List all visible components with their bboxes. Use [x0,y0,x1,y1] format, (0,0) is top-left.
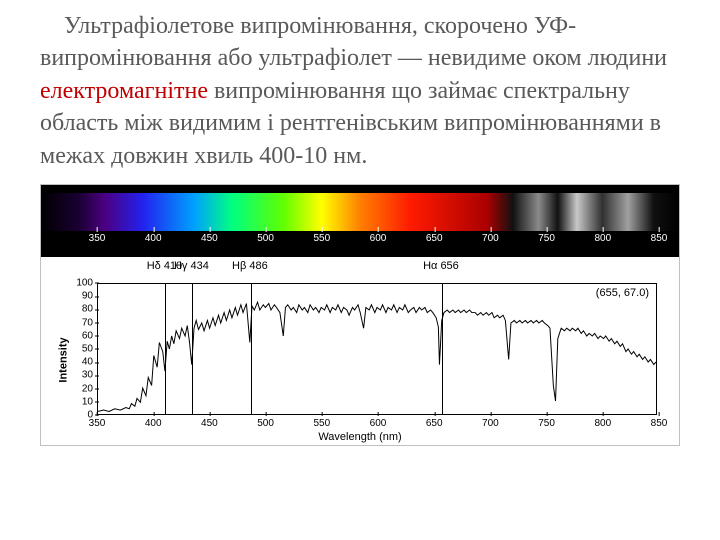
y-tick: 100 [69,277,93,288]
y-tick: 40 [69,357,93,368]
x-tick: 600 [370,418,387,429]
spectrum-tick: 650 [426,233,443,244]
absorption-line [442,284,443,414]
absorption-line [251,284,252,414]
intensity-plot: Intensity Wavelength (nm) (655, 67.0) 01… [41,275,679,445]
hydrogen-label: Hβ 486 [232,260,268,272]
spectrum-tick: 800 [594,233,611,244]
y-tick: 50 [69,343,93,354]
x-axis-label: Wavelength (nm) [318,431,401,443]
spectrum-figure: 350400450500550600650700750800850 Hδ 410… [40,184,680,446]
spectrum-panel: 350 400 450 500 550 600 650 700 750 800 850 [41,185,679,257]
intensity-series [98,302,656,411]
x-tick: 850 [651,418,668,429]
x-tick: 400 [145,418,162,429]
x-tick: 500 [257,418,274,429]
y-tick: 70 [69,317,93,328]
spectrum-tick: 450 [201,233,218,244]
y-tick: 30 [69,370,93,381]
spectrum-tick: 750 [538,233,555,244]
spectrum-tick: 850 [651,233,668,244]
para-part-a: Ультрафіолетове випромінювання, скорочен… [40,13,667,71]
hydrogen-labels-row: Hδ 410Hγ 434Hβ 486Hα 656 [41,257,679,275]
absorption-line [165,284,166,414]
x-tick: 550 [313,418,330,429]
link-electromagnetic[interactable]: електромагнітне [40,78,214,104]
y-axis-label: Intensity [58,337,70,382]
spectrum-axis: 350 400 450 500 550 600 650 700 750 800 850 [41,233,679,253]
y-tick: 60 [69,330,93,341]
y-tick: 20 [69,383,93,394]
plot-frame [97,283,657,415]
spectrum-tick: 550 [313,233,330,244]
body-paragraph: Ультрафіолетове випромінювання, скорочен… [40,10,680,172]
spectrum-tick: 500 [257,233,274,244]
y-tick: 10 [69,396,93,407]
y-tick: 90 [69,291,93,302]
x-tick: 650 [426,418,443,429]
hydrogen-label: Hα 656 [423,260,459,272]
spectrum-tick: 400 [145,233,162,244]
spectrum-tick: 700 [482,233,499,244]
spectrum-gradient [41,193,679,231]
y-tick: 80 [69,304,93,315]
spectrum-tick: 350 [89,233,106,244]
x-tick: 800 [594,418,611,429]
intensity-line-chart [98,284,656,414]
hydrogen-label: Hγ 434 [174,260,209,272]
x-tick: 750 [538,418,555,429]
x-tick: 700 [482,418,499,429]
absorption-line [192,284,193,414]
spectrum-tick: 600 [370,233,387,244]
x-tick: 350 [89,418,106,429]
x-tick: 450 [201,418,218,429]
